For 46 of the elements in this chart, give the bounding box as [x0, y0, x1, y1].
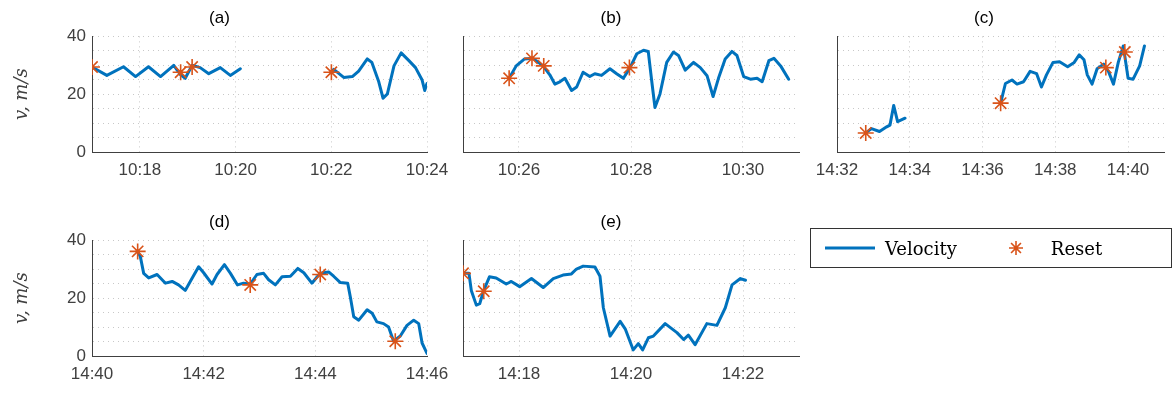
legend-label: Velocity	[885, 237, 957, 259]
y-tick-label: 40	[67, 230, 86, 250]
point	[500, 69, 518, 88]
y-axis-title: v, m/s	[10, 68, 32, 121]
point	[620, 58, 639, 77]
x-tick-label: 10:18	[118, 159, 162, 179]
y-tick-label: 0	[76, 141, 86, 161]
y-tick-label: 20	[67, 83, 86, 103]
point	[128, 242, 147, 261]
x-tick-label: 14:22	[721, 363, 765, 383]
x-tick-label: 10:30	[721, 159, 765, 179]
x-tick-label: 10:22	[310, 159, 353, 179]
point	[1116, 43, 1134, 61]
chart-title: (b)	[600, 7, 622, 27]
point	[386, 332, 405, 351]
x-tick-label: 14:36	[961, 159, 1004, 179]
y-tick-label: 20	[67, 287, 86, 307]
point	[856, 124, 875, 142]
x-tick-label: 14:44	[294, 363, 337, 383]
point	[523, 49, 541, 68]
chart-title: (c)	[974, 7, 994, 27]
x-tick-label: 14:42	[182, 363, 225, 383]
x-tick-label: 14:40	[70, 363, 114, 383]
x-tick-label: 14:38	[1033, 159, 1077, 179]
legend-label: Reset	[1050, 237, 1103, 259]
x-tick-label: 14:40	[1106, 159, 1150, 179]
x-tick-label: 14:46	[405, 363, 449, 383]
x-tick-label: 10:28	[609, 159, 653, 179]
x-tick-label: 14:32	[815, 159, 859, 179]
x-tick-label: 14:20	[609, 363, 653, 383]
chart-title: (a)	[209, 7, 230, 27]
point	[241, 276, 260, 294]
y-axis-title: v, m/s	[10, 272, 32, 325]
chart-title: (e)	[600, 211, 622, 231]
point	[1097, 58, 1115, 77]
x-tick-label: 10:20	[214, 159, 257, 179]
x-tick-label: 10:24	[405, 159, 449, 179]
chart-title: (d)	[209, 211, 230, 231]
x-tick-label: 14:18	[497, 363, 541, 383]
y-tick-label: 40	[67, 26, 86, 46]
point	[311, 265, 330, 284]
point	[991, 94, 1010, 112]
y-tick-label: 0	[76, 345, 86, 365]
x-tick-label: 10:26	[497, 159, 541, 179]
x-tick-label: 14:34	[888, 159, 932, 179]
point	[534, 57, 553, 75]
